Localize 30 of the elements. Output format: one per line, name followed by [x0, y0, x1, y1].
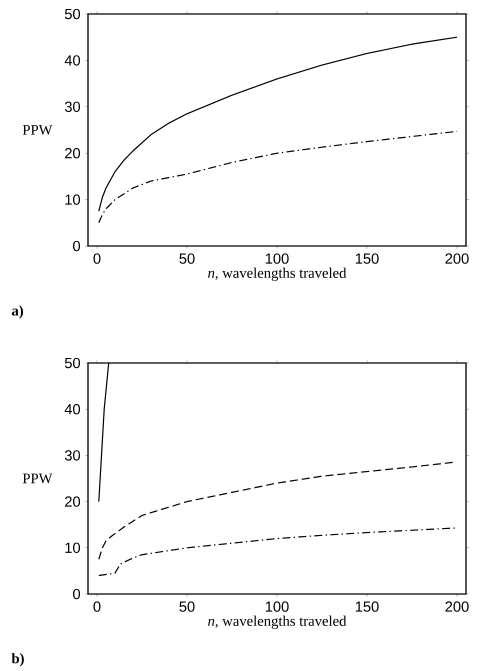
y-tick-label: 50 — [64, 8, 80, 20]
y-tick-label: 50 — [64, 358, 80, 368]
x-tick-label: 50 — [179, 601, 195, 612]
y-tick-label: 0 — [73, 588, 80, 600]
text: a) — [12, 305, 24, 319]
x-axis-title: n, wavelengths traveled — [208, 616, 346, 629]
x-tick-label: 150 — [356, 601, 379, 612]
y-tick-label: 40 — [64, 55, 80, 66]
x-tick-label: 50 — [179, 253, 195, 264]
y-tick-label: 10 — [65, 194, 80, 205]
x-tick-label: 150 — [356, 253, 379, 264]
text: b) — [12, 653, 24, 666]
y-axis-title: PPW — [22, 125, 52, 135]
y-tick-label: 10 — [65, 542, 80, 553]
y-tick-label: 20 — [65, 148, 80, 158]
y-tick-label: 40 — [64, 404, 80, 414]
x-tick-label: 100 — [266, 601, 289, 612]
y-tick-label: 20 — [65, 496, 80, 507]
x-tick-label: 0 — [93, 253, 100, 264]
x-tick-label: 200 — [445, 601, 469, 612]
y-axis-title: PPW — [22, 474, 52, 484]
y-tick-label: 30 — [64, 102, 80, 112]
y-tick-label: 30 — [64, 450, 80, 461]
line-series — [98, 36, 458, 212]
y-tick-label: 0 — [73, 240, 80, 252]
x-tick-label: 100 — [266, 253, 289, 264]
x-axis-title: n, wavelengths traveled — [208, 268, 346, 281]
x-tick-label: 0 — [93, 601, 100, 612]
line-series — [98, 130, 458, 224]
x-tick-label: 200 — [445, 253, 469, 264]
